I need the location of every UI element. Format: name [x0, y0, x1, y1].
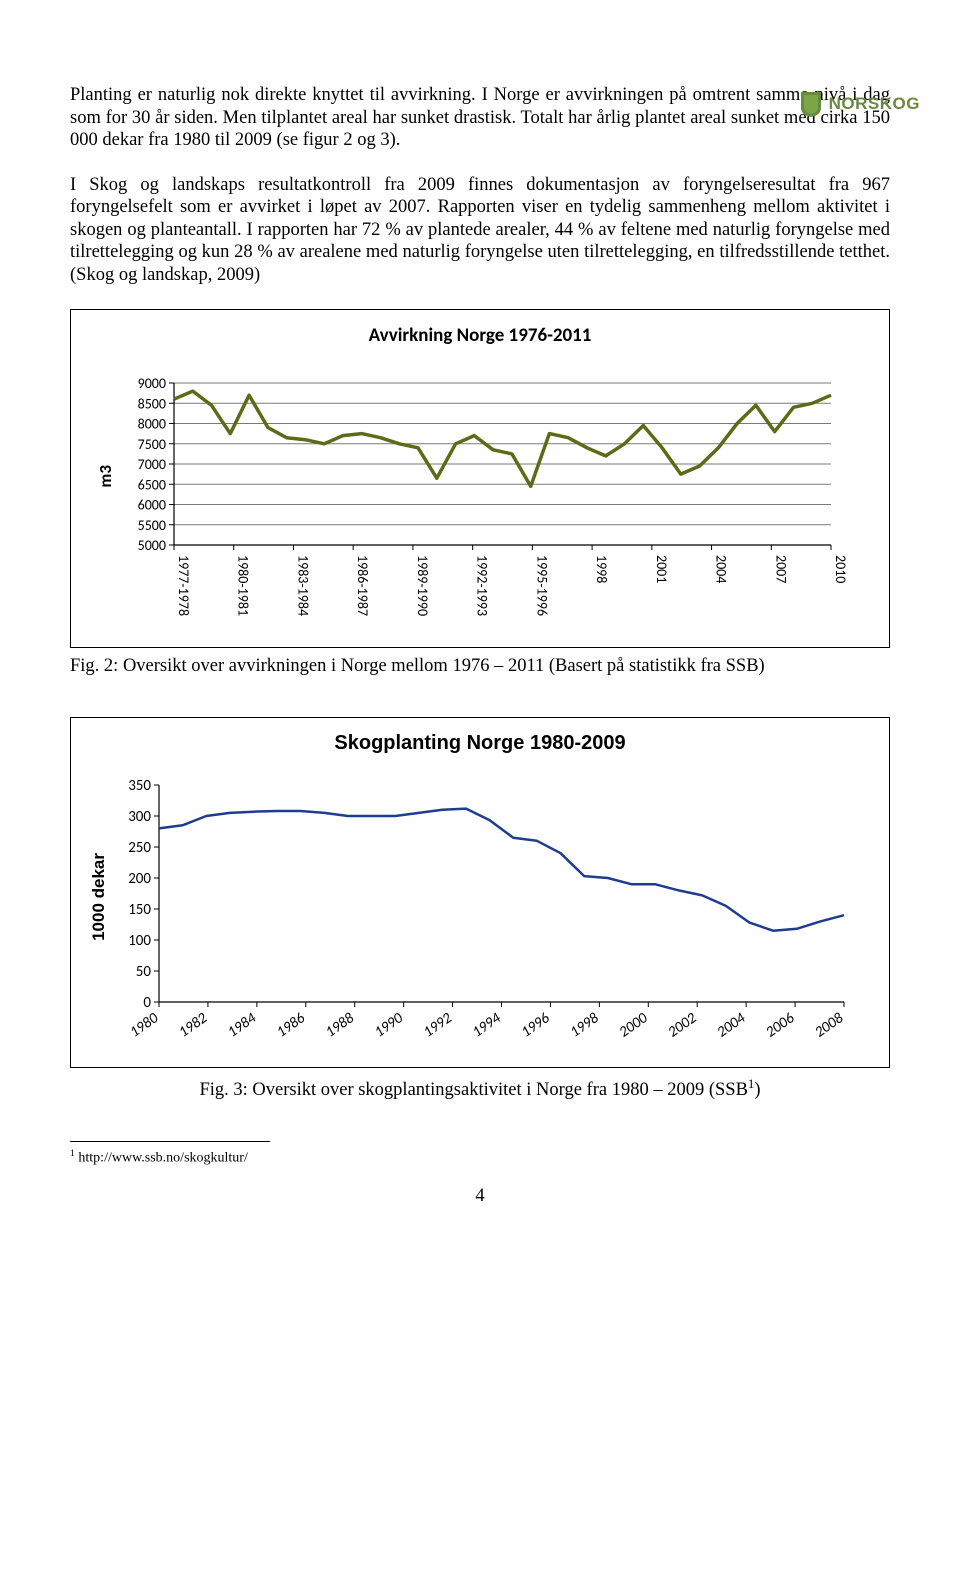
svg-text:1983-1984: 1983-1984 [294, 555, 311, 616]
svg-text:250: 250 [128, 839, 151, 857]
svg-text:8000: 8000 [138, 415, 166, 432]
paragraph-1: Planting er naturlig nok direkte knyttet… [70, 84, 890, 152]
svg-text:50: 50 [136, 963, 152, 981]
svg-text:1998: 1998 [593, 555, 610, 583]
svg-text:9000: 9000 [138, 377, 166, 392]
svg-text:100: 100 [128, 932, 151, 950]
paragraph-2: I Skog og landskaps resultatkontroll fra… [70, 174, 890, 287]
chart1-ylabel: m3 [89, 465, 116, 487]
footnote-text: http://www.ssb.no/skogkultur/ [75, 1150, 248, 1165]
body-text: Planting er naturlig nok direkte knyttet… [70, 84, 890, 287]
footnote-separator [70, 1141, 270, 1142]
svg-text:1994: 1994 [469, 1009, 505, 1041]
svg-text:2008: 2008 [812, 1009, 848, 1041]
svg-text:2004: 2004 [713, 555, 730, 583]
svg-text:1996: 1996 [518, 1009, 554, 1041]
page-number: 4 [70, 1186, 890, 1207]
svg-text:7500: 7500 [138, 435, 166, 452]
svg-text:1992-1993: 1992-1993 [474, 555, 491, 616]
svg-text:1982: 1982 [176, 1009, 212, 1041]
chart1-container: Avvirkning Norge 1976-2011 m3 9000 8500 80… [70, 309, 890, 648]
chart2-container: Skogplanting Norge 1980-2009 1000 dekar … [70, 717, 890, 1068]
svg-text:2002: 2002 [665, 1009, 701, 1041]
chart2-ylabel: 1000 dekar [83, 853, 109, 941]
svg-text:200: 200 [128, 870, 151, 888]
svg-text:5500: 5500 [138, 516, 166, 533]
svg-text:150: 150 [128, 901, 151, 919]
svg-text:5000: 5000 [138, 537, 166, 554]
fig3-caption-pre: Fig. 3: Oversikt over skogplantingsaktiv… [199, 1080, 747, 1100]
svg-text:300: 300 [128, 808, 151, 826]
svg-text:2004: 2004 [714, 1009, 750, 1041]
svg-text:2000: 2000 [616, 1009, 652, 1041]
svg-text:2006: 2006 [763, 1009, 799, 1041]
chart2-title: Skogplanting Norge 1980-2009 [83, 732, 877, 755]
chart2-plot: 3503002502001501005001980198219841986198… [109, 777, 859, 1057]
svg-text:1989-1990: 1989-1990 [414, 555, 431, 616]
svg-text:2001: 2001 [653, 555, 670, 583]
svg-text:1980-1981: 1980-1981 [235, 555, 252, 616]
chart1-plot: 9000 8500 8000 7500 7000 6500 6000 5500 5000 1977… [116, 377, 846, 637]
svg-text:6000: 6000 [138, 496, 166, 513]
svg-text:1980: 1980 [127, 1009, 163, 1041]
svg-text:8500: 8500 [138, 395, 166, 412]
shield-icon [799, 90, 823, 118]
svg-text:2007: 2007 [772, 555, 789, 583]
svg-text:2010: 2010 [832, 555, 846, 583]
svg-text:1988: 1988 [322, 1009, 358, 1041]
svg-text:1998: 1998 [567, 1009, 603, 1041]
svg-text:1986-1987: 1986-1987 [354, 555, 371, 616]
chart1-title: Avvirkning Norge 1976-2011 [89, 324, 871, 347]
fig3-caption-post: ) [754, 1080, 760, 1100]
svg-text:1995-1996: 1995-1996 [533, 555, 550, 616]
svg-text:1977-1978: 1977-1978 [175, 555, 192, 616]
footnote: 1 http://www.ssb.no/skogkultur/ [70, 1148, 890, 1167]
svg-text:1990: 1990 [371, 1009, 407, 1041]
svg-text:7000: 7000 [138, 456, 166, 473]
fig3-caption: Fig. 3: Oversikt over skogplantingsaktiv… [70, 1076, 890, 1101]
svg-text:1992: 1992 [420, 1009, 456, 1041]
logo-text: NORSKOG [829, 94, 920, 114]
svg-text:6500: 6500 [138, 476, 166, 493]
svg-text:1986: 1986 [273, 1009, 309, 1041]
svg-text:350: 350 [128, 777, 151, 795]
norskog-logo: NORSKOG [799, 90, 920, 118]
svg-text:1984: 1984 [224, 1009, 260, 1041]
fig2-caption: Fig. 2: Oversikt over avvirkningen i Nor… [70, 656, 890, 677]
